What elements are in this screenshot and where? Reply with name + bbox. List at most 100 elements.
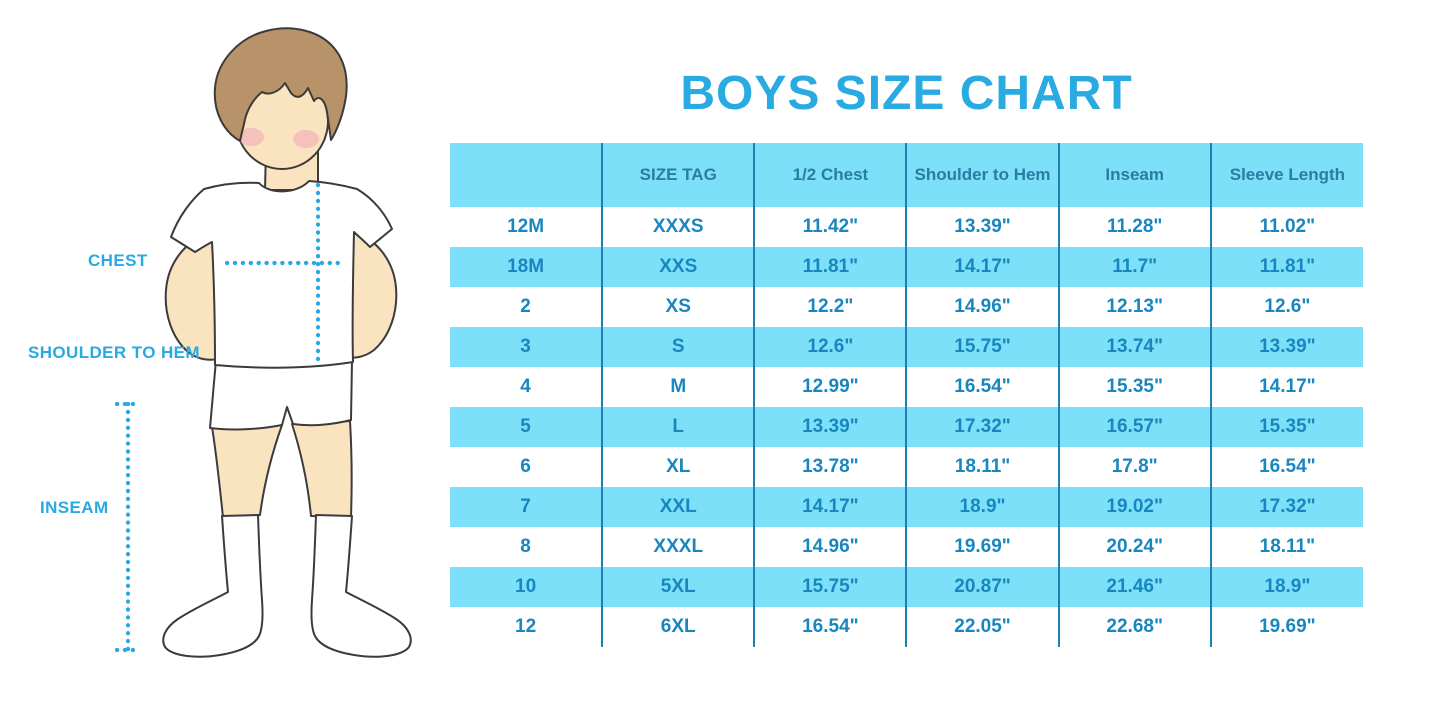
- hair: [213, 27, 348, 142]
- table-row: 3 S 12.6" 15.75" 13.74" 13.39": [450, 327, 1363, 367]
- measurement-cell: 17.8": [1058, 447, 1212, 487]
- left-sock: [162, 514, 264, 658]
- table-row: 8 XXXL 14.96" 19.69" 20.24" 18.11": [450, 527, 1363, 567]
- size-tag-cell: XXXS: [602, 207, 756, 247]
- size-cell: 7: [450, 487, 604, 527]
- left-blush: [238, 128, 264, 146]
- measurement-cell: 14.96": [754, 527, 908, 567]
- table-row: 18M XXS 11.81" 14.17" 11.7" 11.81": [450, 247, 1363, 287]
- shorts: [209, 359, 353, 431]
- size-tag-cell: XXXL: [602, 527, 756, 567]
- measurement-cell: 15.35": [1210, 407, 1363, 447]
- measurement-cell: 11.81": [754, 247, 908, 287]
- measurement-cell: 13.39": [754, 407, 908, 447]
- boy-illustration: [114, 27, 412, 658]
- measurement-cell: 11.02": [1259, 216, 1316, 237]
- column-header-blank: [450, 143, 604, 207]
- size-table-body: 12M XXXS 11.42" 13.39" 11.28" 11.02" 18M XXS 11.…: [450, 207, 1363, 647]
- table-row: 10 5XL 15.75" 20.87" 21.46" 18.9": [450, 567, 1363, 607]
- measurement-cell: 15.75": [754, 567, 908, 607]
- size-tag-cell: L: [602, 407, 756, 447]
- right-leg: [291, 420, 353, 518]
- column-header: Sleeve Length: [1210, 143, 1363, 207]
- measurement-cell: 18.11": [1259, 536, 1316, 557]
- measurement-cell: 16.54": [1259, 456, 1316, 477]
- measurement-cell: 13.78": [754, 447, 908, 487]
- inseam-measure-line: [114, 401, 143, 653]
- size-tag-cell: S: [602, 327, 756, 367]
- measurement-cell: 12.2": [754, 287, 908, 327]
- measurement-cell: 12.6": [754, 327, 908, 367]
- size-table-head: SIZE TAG 1/2 Chest Shoulder to Hem Inseam Sl…: [450, 143, 1363, 207]
- size-tag-cell: XXS: [602, 247, 756, 287]
- table-row: 4 M 12.99" 16.54" 15.35" 14.17": [450, 367, 1363, 407]
- size-tag-cell: 5XL: [602, 567, 756, 607]
- table-row: 12 6XL 16.54" 22.05" 22.68" 19.69": [450, 607, 1363, 647]
- measurement-cell: 14.17": [906, 247, 1060, 287]
- size-cell: 5: [450, 407, 604, 447]
- measurement-cell: 14.17": [1259, 376, 1316, 397]
- size-cell: 2: [450, 287, 604, 327]
- measurement-cell: 18.9": [906, 487, 1060, 527]
- size-cell: 4: [450, 367, 604, 407]
- size-table-header-row: SIZE TAG 1/2 Chest Shoulder to Hem Inseam Sl…: [450, 143, 1363, 207]
- measurement-cell: 16.57": [1058, 407, 1212, 447]
- size-tag-cell: 6XL: [602, 607, 756, 647]
- size-table: SIZE TAG 1/2 Chest Shoulder to Hem Inseam Sl…: [450, 143, 1363, 647]
- page-title: BOYS SIZE CHART: [680, 67, 1133, 121]
- column-header: Shoulder to Hem: [906, 143, 1060, 207]
- size-cell: 12: [450, 607, 604, 647]
- table-row: 12M XXXS 11.42" 13.39" 11.28" 11.02": [450, 207, 1363, 247]
- measurement-cell: 11.81": [1210, 247, 1363, 287]
- measurement-cell: 16.54": [754, 607, 908, 647]
- chest-label: CHEST: [88, 251, 148, 270]
- measurement-cell: 11.42": [754, 207, 908, 247]
- right-sock: [310, 514, 412, 658]
- measurement-cell: 16.54": [906, 367, 1060, 407]
- size-cell: 18M: [450, 247, 604, 287]
- measurement-cell: 14.96": [906, 287, 1060, 327]
- table-row: 5 L 13.39" 17.32" 16.57" 15.35": [450, 407, 1363, 447]
- measurement-cell: 19.02": [1058, 487, 1212, 527]
- size-table-container: SIZE TAG 1/2 Chest Shoulder to Hem Inseam Sl…: [450, 143, 1363, 647]
- measurement-cell: 17.32": [1210, 487, 1363, 527]
- measurement-cell: 22.68": [1058, 607, 1212, 647]
- size-cell: 6: [450, 447, 604, 487]
- shoulder-to-hem-label: SHOULDER TO HEM: [28, 343, 200, 362]
- size-tag-cell: M: [602, 367, 756, 407]
- column-header: 1/2 Chest: [754, 143, 908, 207]
- measurement-cell: 15.75": [906, 327, 1060, 367]
- size-cell: 10: [450, 567, 604, 607]
- measurement-cell: 13.74": [1058, 327, 1212, 367]
- boy-figure: [162, 27, 412, 658]
- measurement-cell: 14.17": [754, 487, 908, 527]
- measurement-cell: 19.69": [1259, 616, 1316, 637]
- measurement-cell: 15.35": [1058, 367, 1212, 407]
- measurement-cell: 20.24": [1058, 527, 1212, 567]
- measurement-cell: 21.46": [1058, 567, 1212, 607]
- size-cell: 3: [450, 327, 604, 367]
- measurement-cell: 12.99": [754, 367, 908, 407]
- column-header: SIZE TAG: [602, 143, 756, 207]
- size-tag-cell: XL: [602, 447, 756, 487]
- t-shirt: [170, 180, 393, 369]
- right-blush: [293, 130, 319, 148]
- measurement-cell: 11.28": [1058, 207, 1212, 247]
- measurement-cell: 19.69": [906, 527, 1060, 567]
- left-leg: [211, 424, 283, 518]
- measurement-cell: 12.13": [1058, 287, 1212, 327]
- column-header: Inseam: [1058, 143, 1212, 207]
- measurement-cell: 11.7": [1058, 247, 1212, 287]
- measurement-cell: 20.87": [906, 567, 1060, 607]
- size-tag-cell: XXL: [602, 487, 756, 527]
- size-cell: 8: [450, 527, 604, 567]
- measurement-cell: 18.9": [1210, 567, 1363, 607]
- measurement-cell: 17.32": [906, 407, 1060, 447]
- measurement-cell: 13.39": [906, 207, 1060, 247]
- measurement-cell: 13.39": [1210, 327, 1363, 367]
- inseam-label: INSEAM: [40, 498, 109, 517]
- size-cell: 12M: [450, 207, 604, 247]
- measurement-cell: 22.05": [906, 607, 1060, 647]
- size-tag-cell: XS: [602, 287, 756, 327]
